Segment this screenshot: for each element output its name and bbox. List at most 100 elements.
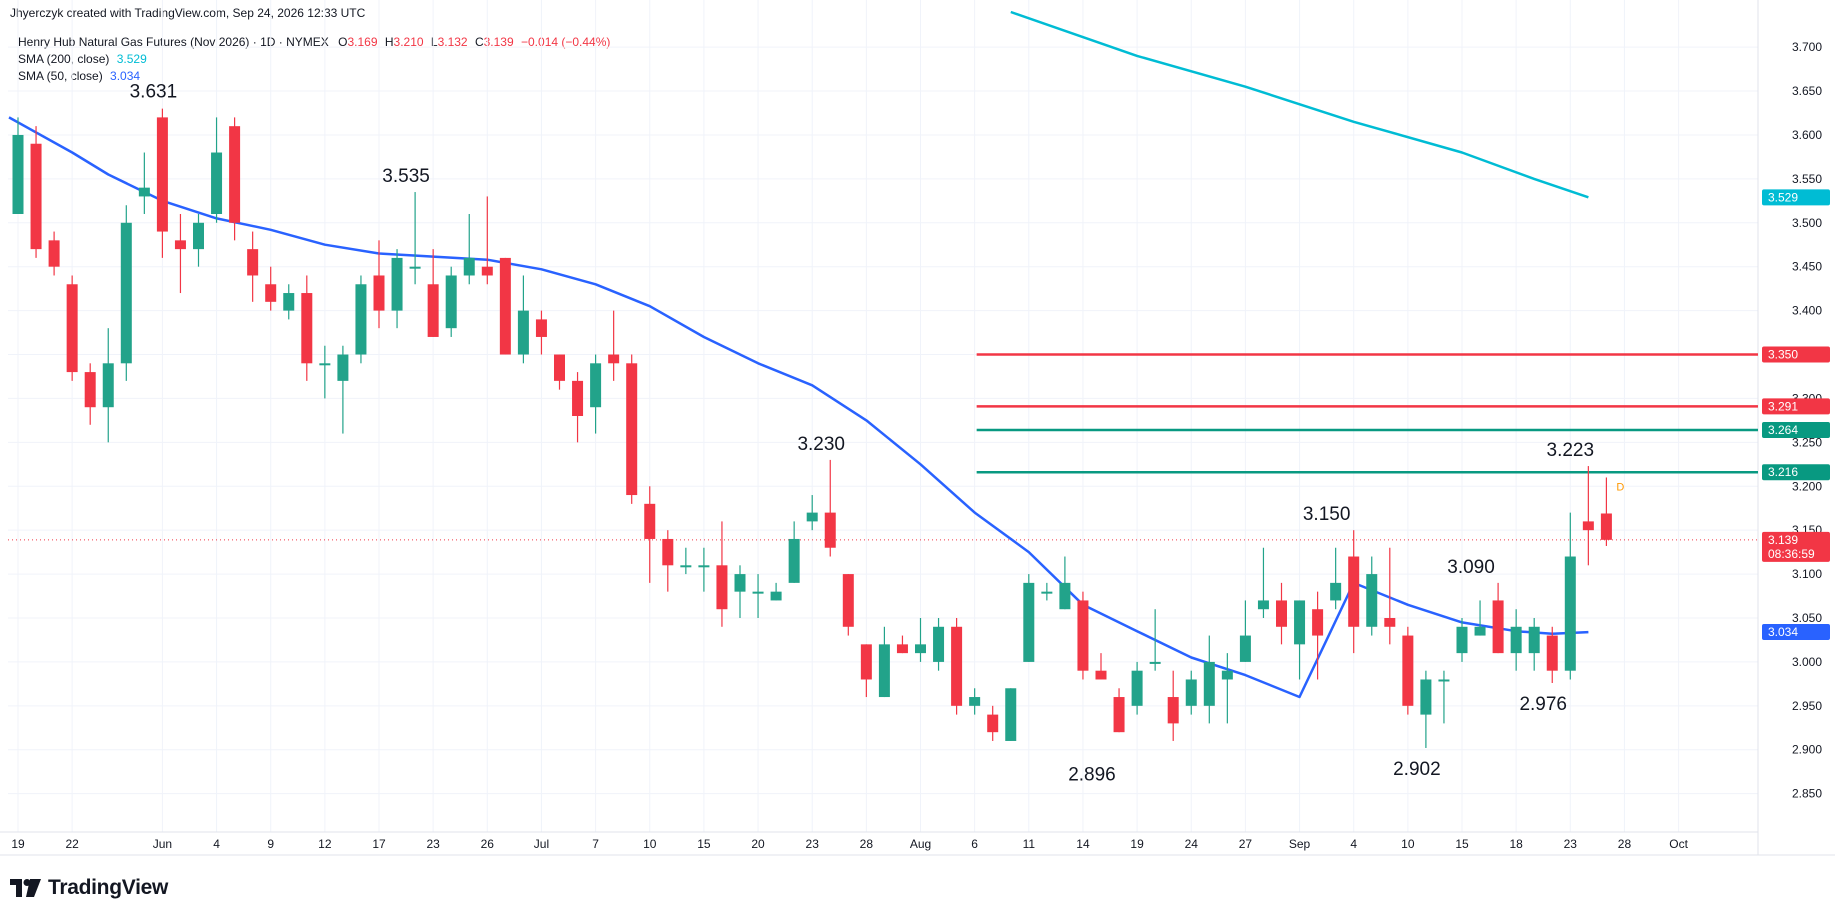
candle[interactable] bbox=[373, 240, 385, 329]
candle[interactable] bbox=[211, 117, 223, 223]
candle[interactable] bbox=[517, 275, 529, 364]
candle[interactable] bbox=[1023, 574, 1035, 662]
candle[interactable] bbox=[933, 618, 945, 671]
candle[interactable] bbox=[283, 284, 295, 320]
candle[interactable] bbox=[1203, 635, 1215, 724]
candle[interactable] bbox=[590, 354, 602, 434]
candle[interactable] bbox=[229, 117, 241, 241]
sma200-legend-row[interactable]: SMA (200, close) 3.529 bbox=[18, 51, 610, 68]
candle[interactable] bbox=[680, 547, 692, 575]
candle[interactable] bbox=[499, 257, 511, 355]
candle[interactable] bbox=[752, 574, 764, 618]
candle[interactable] bbox=[806, 495, 818, 531]
candle[interactable] bbox=[1185, 670, 1197, 715]
candle[interactable] bbox=[1582, 466, 1594, 566]
candle[interactable] bbox=[842, 574, 854, 636]
candle[interactable] bbox=[391, 249, 403, 329]
candle[interactable] bbox=[1330, 547, 1342, 610]
candle[interactable] bbox=[608, 310, 620, 381]
time-axis[interactable]: 19 22 Jun 4 9 12 17 23 26 Jul 7 10 15 20 23 28 Aug 6 11 14 1… bbox=[11, 837, 1688, 851]
candle[interactable] bbox=[1348, 530, 1360, 654]
candle[interactable] bbox=[716, 521, 728, 627]
candle[interactable] bbox=[662, 530, 674, 592]
candle[interactable] bbox=[1312, 591, 1324, 680]
candle[interactable] bbox=[12, 117, 24, 214]
candle[interactable] bbox=[535, 310, 547, 355]
candle[interactable] bbox=[1221, 653, 1233, 724]
candles[interactable] bbox=[12, 108, 1612, 748]
candle[interactable] bbox=[1276, 582, 1287, 645]
candle[interactable] bbox=[915, 618, 926, 662]
candle[interactable] bbox=[337, 345, 349, 434]
candle[interactable] bbox=[1528, 618, 1540, 671]
candle[interactable] bbox=[824, 459, 836, 557]
candle[interactable] bbox=[1420, 670, 1432, 748]
dividend-marker[interactable]: D bbox=[1616, 481, 1624, 493]
candle[interactable] bbox=[319, 345, 331, 399]
candle[interactable] bbox=[1384, 547, 1396, 645]
candle[interactable] bbox=[481, 196, 493, 285]
candle[interactable] bbox=[951, 618, 963, 715]
candle[interactable] bbox=[1095, 653, 1107, 680]
tradingview-logo[interactable]: TradingView bbox=[10, 876, 168, 900]
candle[interactable] bbox=[626, 354, 638, 504]
candle[interactable] bbox=[1510, 609, 1522, 671]
candle[interactable] bbox=[1005, 688, 1017, 741]
candle[interactable] bbox=[896, 635, 908, 654]
candle[interactable] bbox=[1492, 582, 1504, 654]
candle[interactable] bbox=[301, 275, 313, 381]
candle[interactable] bbox=[1402, 626, 1414, 715]
candle[interactable] bbox=[445, 266, 457, 337]
candle[interactable] bbox=[1474, 600, 1486, 636]
candle[interactable] bbox=[1257, 547, 1269, 618]
sma50-legend-row[interactable]: SMA (50, close) 3.034 bbox=[18, 68, 610, 85]
candle[interactable] bbox=[698, 547, 710, 592]
candle[interactable] bbox=[969, 688, 981, 715]
candle[interactable] bbox=[1564, 512, 1576, 680]
candle[interactable] bbox=[30, 126, 42, 258]
candle[interactable] bbox=[1546, 626, 1558, 683]
symbol-row[interactable]: Henry Hub Natural Gas Futures (Nov 2026)… bbox=[18, 34, 610, 51]
price-chart[interactable]: 3.631 3.535 3.230 2.896 3.150 2.902 3.090 2.976… bbox=[0, 0, 1835, 870]
candle[interactable] bbox=[1041, 582, 1053, 601]
candle[interactable] bbox=[138, 152, 150, 214]
candle[interactable] bbox=[1600, 477, 1612, 546]
candle[interactable] bbox=[1239, 600, 1251, 662]
price-axis[interactable]: 3.7003.6503.6003.5503.5003.4503.4003.350… bbox=[1792, 40, 1822, 801]
candle[interactable] bbox=[788, 521, 800, 583]
candle[interactable] bbox=[48, 231, 60, 276]
candle[interactable] bbox=[734, 565, 746, 618]
horizontal-levels[interactable] bbox=[8, 353, 1758, 541]
candle[interactable] bbox=[193, 214, 204, 267]
candle[interactable] bbox=[174, 214, 186, 294]
candle[interactable] bbox=[409, 192, 421, 285]
candle[interactable] bbox=[860, 644, 872, 698]
candle[interactable] bbox=[1077, 591, 1089, 680]
candle[interactable] bbox=[427, 249, 439, 337]
candle[interactable] bbox=[265, 266, 277, 311]
candle-body bbox=[1059, 582, 1071, 610]
candle[interactable] bbox=[1113, 688, 1125, 733]
candle[interactable] bbox=[878, 626, 890, 698]
candle[interactable] bbox=[644, 486, 656, 583]
candle[interactable] bbox=[463, 214, 475, 285]
candle[interactable] bbox=[102, 328, 114, 443]
candle[interactable] bbox=[572, 372, 584, 443]
candle[interactable] bbox=[247, 231, 259, 302]
candle[interactable] bbox=[1438, 670, 1450, 724]
candle[interactable] bbox=[1131, 661, 1143, 715]
candle[interactable] bbox=[66, 275, 78, 381]
candle[interactable] bbox=[1059, 556, 1071, 610]
candle[interactable] bbox=[355, 275, 367, 364]
candle[interactable] bbox=[770, 582, 782, 601]
candle[interactable] bbox=[1456, 618, 1468, 662]
candle[interactable] bbox=[156, 108, 168, 258]
candle[interactable] bbox=[1149, 609, 1161, 671]
candle[interactable] bbox=[987, 705, 999, 741]
candle[interactable] bbox=[1167, 670, 1179, 741]
candle[interactable] bbox=[1366, 556, 1378, 636]
candle[interactable] bbox=[1294, 600, 1306, 680]
candle[interactable] bbox=[120, 205, 132, 381]
candle[interactable] bbox=[84, 363, 96, 425]
candle[interactable] bbox=[554, 354, 565, 390]
